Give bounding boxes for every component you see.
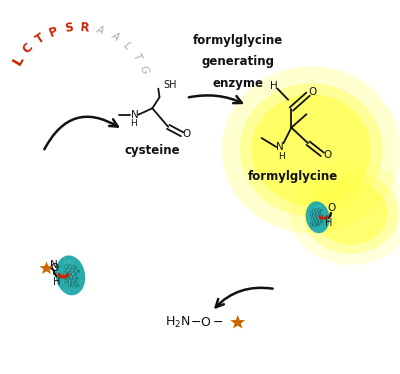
Text: generating: generating [201, 55, 274, 68]
Text: N: N [50, 260, 57, 270]
Polygon shape [313, 208, 322, 212]
Ellipse shape [56, 255, 85, 295]
Polygon shape [313, 219, 322, 224]
Text: H: H [325, 218, 332, 228]
Text: L: L [122, 40, 133, 51]
Polygon shape [310, 211, 321, 216]
Text: R: R [80, 21, 90, 34]
Text: A: A [95, 25, 105, 36]
Text: O: O [323, 150, 331, 160]
Text: A: A [109, 31, 120, 43]
Text: S: S [64, 21, 74, 35]
FancyArrowPatch shape [189, 95, 242, 103]
Text: formylglycine: formylglycine [248, 170, 338, 183]
Ellipse shape [314, 181, 388, 245]
Polygon shape [67, 275, 77, 279]
Text: O: O [182, 129, 190, 139]
Polygon shape [66, 267, 80, 274]
Text: SH: SH [164, 80, 177, 90]
Polygon shape [65, 279, 76, 283]
Polygon shape [68, 282, 79, 288]
Text: N: N [276, 142, 283, 152]
Text: G: G [138, 65, 150, 76]
Ellipse shape [252, 94, 371, 206]
Text: C: C [20, 40, 36, 56]
Text: cysteine: cysteine [124, 144, 180, 157]
Text: $-\mathsf{O}-$: $-\mathsf{O}-$ [190, 316, 224, 329]
Polygon shape [311, 211, 320, 215]
Text: H: H [53, 277, 60, 287]
Text: T: T [131, 52, 143, 62]
FancyArrowPatch shape [44, 117, 118, 149]
Ellipse shape [222, 66, 400, 233]
Text: H: H [130, 119, 137, 128]
Ellipse shape [240, 83, 383, 217]
Text: O: O [328, 203, 336, 213]
Text: O: O [50, 263, 58, 273]
Polygon shape [69, 282, 78, 286]
FancyArrowPatch shape [216, 288, 273, 307]
Ellipse shape [306, 201, 330, 233]
Ellipse shape [303, 172, 399, 254]
Polygon shape [64, 278, 76, 284]
Polygon shape [313, 214, 323, 218]
Text: H: H [278, 152, 285, 161]
Text: enzyme: enzyme [212, 77, 263, 90]
Text: T: T [33, 31, 47, 46]
Polygon shape [311, 222, 320, 227]
Polygon shape [230, 315, 245, 328]
Polygon shape [40, 261, 54, 274]
Polygon shape [311, 223, 319, 226]
Polygon shape [67, 268, 79, 272]
Polygon shape [63, 271, 76, 277]
Polygon shape [66, 264, 76, 269]
Polygon shape [312, 217, 321, 222]
Polygon shape [313, 220, 322, 223]
Polygon shape [313, 214, 323, 219]
Polygon shape [66, 275, 78, 280]
Text: O: O [309, 88, 317, 97]
Polygon shape [312, 217, 320, 221]
Text: $\mathsf{H_2N}$: $\mathsf{H_2N}$ [164, 315, 190, 330]
Polygon shape [312, 208, 322, 214]
Polygon shape [64, 272, 76, 276]
Polygon shape [65, 264, 77, 270]
Ellipse shape [290, 161, 400, 265]
Text: L: L [10, 52, 27, 67]
Text: N: N [130, 110, 138, 120]
Text: P: P [48, 24, 60, 39]
Text: formylglycine: formylglycine [193, 34, 283, 47]
Text: H: H [270, 81, 278, 91]
